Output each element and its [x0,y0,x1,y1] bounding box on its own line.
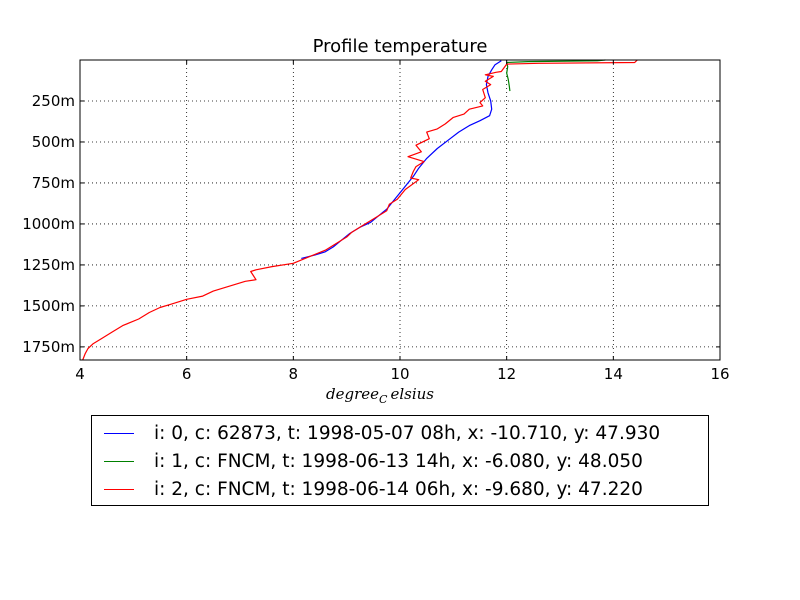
legend-label: i: 1, c: FNCM, t: 1998-06-13 14h, x: -6.… [154,450,643,472]
x-tick-label: 4 [75,365,85,383]
y-tick-label: 1000m [22,215,75,233]
x-axis-label: degreeC elsius [326,385,434,406]
series-line-2 [82,59,638,361]
legend-swatch [104,432,134,434]
legend-item-0: i: 0, c: 62873, t: 1998-05-07 08h, x: -1… [104,419,660,447]
x-tick-label: 8 [289,365,299,383]
series-line-1 [506,59,606,92]
chart-legend: i: 0, c: 62873, t: 1998-05-07 08h, x: -1… [91,415,709,506]
x-tick-label: 16 [710,365,729,383]
legend-swatch [104,488,134,490]
y-tick-label: 250m [32,92,75,110]
series-lines [82,59,638,361]
y-tick-label: 750m [32,174,75,192]
legend-item-2: i: 2, c: FNCM, t: 1998-06-14 06h, x: -9.… [104,475,643,503]
y-tick-label: 1250m [22,256,75,274]
y-tick-label: 500m [32,133,75,151]
x-axis-label-main: degree [326,385,379,403]
legend-item-1: i: 1, c: FNCM, t: 1998-06-13 14h, x: -6.… [104,447,643,475]
y-tick-label: 1500m [22,297,75,315]
x-tick-label: 14 [604,365,623,383]
grid-lines [80,60,720,360]
x-axis-label-rest: elsius [390,385,434,403]
x-axis-label-subscript: C [379,393,388,406]
legend-label: i: 2, c: FNCM, t: 1998-06-14 06h, x: -9.… [154,478,643,500]
series-line-0 [301,60,502,259]
x-tick-label: 6 [182,365,192,383]
legend-label: i: 0, c: 62873, t: 1998-05-07 08h, x: -1… [154,422,661,444]
legend-swatch [104,460,134,462]
axis-ticks: 4 6 8 10 12 14 16 250m 500m 750m 1000m 1250m 1500m 17… [22,60,730,383]
x-tick-label: 10 [390,365,409,383]
chart-title: Profile temperature [313,36,488,57]
x-tick-label: 12 [497,365,516,383]
y-tick-label: 1750m [22,338,75,356]
